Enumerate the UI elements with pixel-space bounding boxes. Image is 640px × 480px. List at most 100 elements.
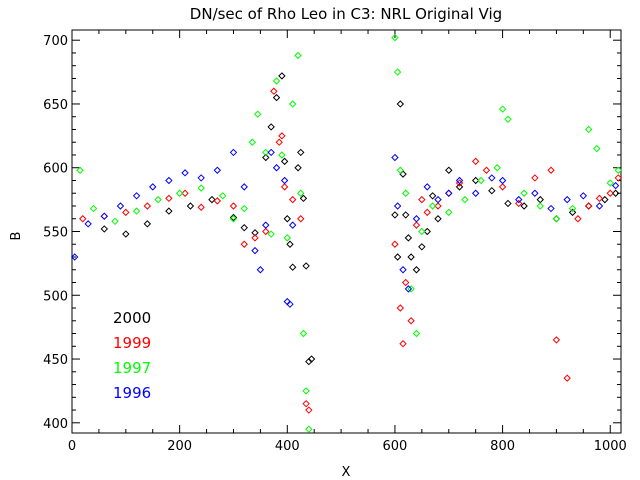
data-point-1997 (305, 425, 313, 433)
data-point-1999 (418, 195, 426, 204)
data-point-2000 (229, 213, 238, 222)
data-point-1996 (391, 153, 399, 162)
data-point-1997 (283, 234, 292, 242)
x-tick-label: 400 (275, 439, 300, 454)
data-point-2000 (122, 230, 130, 238)
data-point-1999 (614, 174, 623, 182)
data-point-1999 (563, 374, 571, 382)
data-point-1997 (477, 176, 485, 185)
data-point-2000 (299, 194, 308, 203)
data-point-1999 (423, 208, 431, 217)
data-point-2000 (412, 266, 421, 274)
data-point-1999 (606, 189, 614, 197)
data-point-1999 (584, 202, 593, 210)
data-point-2000 (294, 164, 302, 172)
data-point-1996 (70, 253, 79, 261)
data-point-1999 (391, 240, 399, 248)
data-point-1996 (132, 192, 141, 200)
data-point-2000 (288, 263, 297, 271)
data-point-1997 (240, 204, 248, 213)
data-point-1999 (213, 197, 222, 205)
data-point-1999 (229, 202, 238, 210)
data-point-1999 (412, 221, 421, 229)
y-tick-label: 600 (43, 162, 68, 177)
data-point-2000 (393, 253, 402, 261)
data-point-2000 (280, 157, 289, 166)
data-point-1997 (175, 189, 184, 197)
data-point-1997 (132, 207, 141, 215)
data-point-2000 (520, 202, 528, 210)
data-point-1997 (396, 166, 405, 174)
data-point-2000 (240, 223, 248, 232)
legend-entry-1996: 1996 (113, 384, 151, 402)
data-point-2000 (455, 183, 464, 191)
data-points (70, 33, 623, 433)
data-point-2000 (568, 208, 577, 217)
legend: 2000 1999 1997 1996 (113, 309, 151, 402)
data-point-1996 (445, 189, 453, 197)
data-point-1996 (286, 300, 294, 308)
data-point-2000 (396, 100, 405, 108)
data-point-2000 (297, 148, 305, 157)
data-point-1997 (248, 138, 257, 146)
data-point-1996 (84, 220, 92, 228)
data-point-1996 (399, 266, 407, 274)
data-point-1997 (262, 148, 270, 157)
data-point-2000 (283, 215, 292, 223)
axes: 0 200 400 600 800 1000 400 450 500 550 600 650 700 (43, 29, 627, 454)
data-point-1997 (76, 166, 84, 174)
data-point-2000 (536, 195, 544, 204)
data-point-2000 (404, 234, 413, 242)
data-point-1997 (278, 151, 286, 159)
data-point-1997 (267, 230, 275, 238)
data-point-1999 (278, 132, 286, 140)
data-point-2000 (434, 215, 442, 223)
data-point-1996 (197, 174, 205, 182)
x-tick-label: 600 (383, 439, 408, 454)
data-point-1996 (280, 176, 289, 185)
data-point-1997 (536, 202, 544, 210)
data-point-1999 (143, 202, 152, 210)
data-point-1999 (531, 174, 539, 182)
data-point-2000 (601, 195, 609, 204)
data-point-1997 (89, 204, 98, 213)
data-point-1997 (393, 68, 402, 76)
data-point-1997 (288, 100, 297, 108)
data-point-1999 (79, 215, 87, 223)
legend-entry-2000: 2000 (113, 309, 151, 327)
data-point-1999 (552, 336, 561, 344)
data-point-2000 (407, 253, 415, 261)
data-point-1999 (574, 215, 582, 223)
data-point-1999 (262, 227, 270, 236)
data-point-1996 (531, 189, 539, 197)
data-point-2000 (445, 166, 453, 174)
data-point-1996 (563, 195, 571, 204)
data-point-1997 (568, 204, 577, 213)
data-point-1999 (251, 234, 259, 242)
data-point-2000 (251, 229, 259, 237)
data-point-1997 (253, 110, 262, 118)
data-point-2000 (286, 240, 294, 248)
data-point-2000 (302, 262, 310, 270)
data-point-1997 (218, 192, 227, 200)
data-point-1999 (297, 215, 305, 223)
data-point-1996 (547, 204, 555, 213)
x-tick-label: 1000 (594, 439, 627, 454)
data-point-1999 (471, 157, 480, 166)
data-point-1996 (213, 166, 222, 174)
data-point-1996 (488, 174, 496, 182)
data-point-1999 (407, 317, 415, 325)
data-point-1997 (401, 189, 410, 197)
data-point-1997 (297, 189, 305, 197)
data-point-1996 (288, 221, 297, 229)
data-point-1999 (270, 87, 278, 95)
data-point-1997 (272, 77, 281, 85)
data-point-1996 (393, 202, 402, 210)
data-point-1997 (294, 51, 302, 60)
data-point-1997 (418, 227, 426, 236)
data-point-1996 (100, 212, 109, 220)
data-point-2000 (143, 220, 152, 228)
data-point-1999 (445, 189, 453, 197)
data-point-2000 (100, 225, 109, 233)
data-point-2000 (401, 211, 410, 219)
